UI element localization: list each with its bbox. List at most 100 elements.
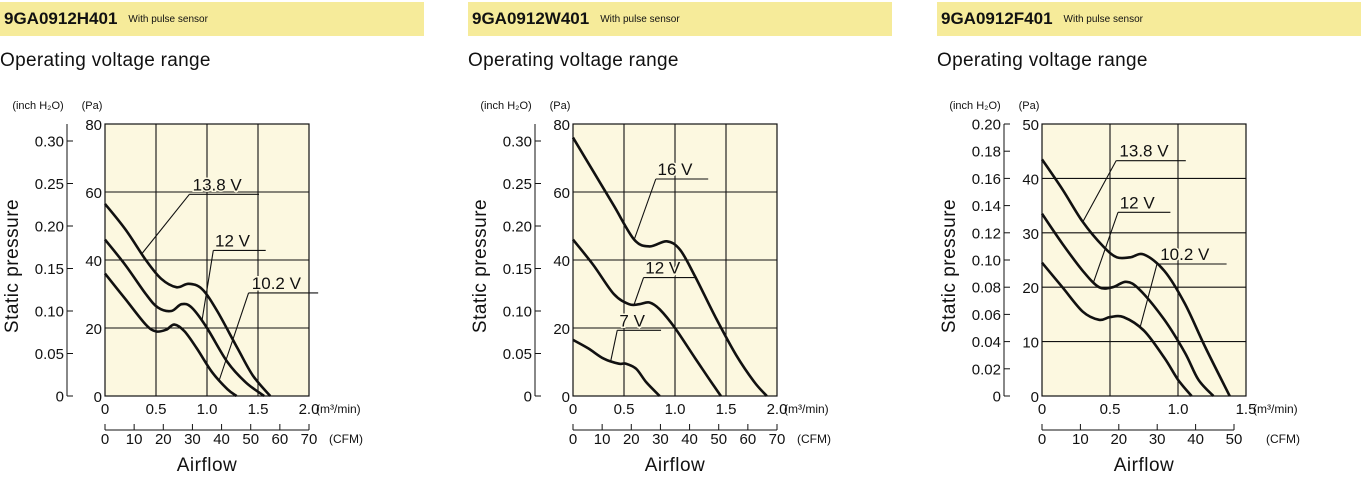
series-curve	[571, 238, 722, 397]
y-tick-label-inch: 0.05	[503, 346, 532, 363]
x-axis-title: Airflow	[177, 455, 238, 476]
y-tick-label-pa: 20	[85, 321, 102, 338]
y-unit-inch: (inch H₂O)	[12, 100, 63, 112]
cfm-tick-label: 10	[1072, 431, 1089, 448]
y-tick-label-inch: 0.04	[972, 334, 1001, 351]
pq-chart: 0 20 40 60 80 0 0.05 0.10 0.15 0.20 0.25 0.30 (inch …	[2, 100, 363, 476]
x-tick-label: 1.0	[665, 401, 686, 418]
y-tick-label-inch: 0.18	[972, 144, 1001, 161]
y-tick-label-pa: 40	[553, 253, 570, 270]
y-tick-label-pa: 20	[553, 321, 570, 338]
x-unit-m3: (m³/min)	[784, 402, 829, 416]
series-curve	[572, 338, 661, 397]
series-label: 7 V	[619, 311, 645, 330]
model-note: With pulse sensor	[128, 13, 208, 25]
y-unit-inch: (inch H₂O)	[949, 100, 1000, 112]
x-tick-label: 1.5	[248, 401, 269, 418]
y-unit-inch: (inch H₂O)	[480, 100, 531, 112]
y-tick-label-inch: 0.08	[972, 280, 1001, 297]
y-tick-label-inch: 0.10	[35, 304, 64, 321]
series-leader-line	[201, 250, 214, 322]
cfm-tick-label: 50	[710, 431, 727, 448]
y-tick-label-pa: 40	[85, 253, 102, 270]
y-tick-label-inch: 0.20	[35, 219, 64, 236]
cfm-tick-label: 30	[652, 431, 669, 448]
x-unit-m3: (m³/min)	[316, 402, 361, 416]
model-note: With pulse sensor	[600, 13, 680, 25]
x-tick-label: 1.5	[716, 401, 737, 418]
plot-area	[1042, 124, 1246, 396]
cfm-tick-label: 70	[301, 431, 318, 448]
y-tick-label-pa: 20	[1022, 280, 1039, 297]
cfm-tick-label: 30	[1149, 431, 1166, 448]
model-note: With pulse sensor	[1063, 13, 1144, 25]
plot-frame	[572, 123, 778, 397]
model-header: 9GA0912W401 With pulse sensor	[468, 2, 892, 36]
series-label: 12 V	[1120, 193, 1156, 212]
y-tick-label-inch: 0.15	[35, 261, 64, 278]
chart-subtitle: Operating voltage range	[0, 50, 211, 71]
y-tick-label-inch: 0.15	[503, 261, 532, 278]
cfm-tick-label: 50	[1226, 431, 1243, 448]
y-axis-title: Static pressure	[2, 199, 23, 333]
cfm-tick-label: 0	[1038, 431, 1046, 448]
series-leader-line	[610, 330, 618, 362]
y-tick-label-inch: 0	[56, 389, 64, 406]
y-tick-label-inch: 0.25	[35, 176, 64, 193]
x-tick-label: 0	[101, 401, 109, 418]
y-tick-label-inch: 0.20	[972, 117, 1001, 134]
y-tick-label-pa: 80	[85, 117, 102, 134]
cfm-tick-label: 50	[242, 431, 259, 448]
y-unit-pa: (Pa)	[550, 100, 571, 112]
cfm-tick-label: 0	[101, 431, 109, 448]
x-tick-label: 0	[1038, 401, 1046, 418]
y-tick-label-inch: 0.10	[972, 253, 1001, 270]
series-leader-line	[633, 277, 645, 305]
y-tick-label-inch: 0.25	[503, 176, 532, 193]
y-tick-label-pa: 40	[1022, 171, 1039, 188]
cfm-tick-label: 20	[155, 431, 172, 448]
x-tick-label: 0.5	[614, 401, 635, 418]
model-name: 9GA0912F401	[941, 9, 1053, 28]
cfm-tick-label: 40	[681, 431, 698, 448]
x-tick-label: 1.0	[1168, 401, 1189, 418]
pq-chart: 0 10 20 30 40 50 0 0.02 0.04 0.06 0.08 0.10 0.12 0.14…	[939, 100, 1300, 476]
y-axis-title: Static pressure	[470, 199, 491, 333]
x-unit-m3: (m³/min)	[1253, 402, 1298, 416]
cfm-tick-label: 30	[184, 431, 201, 448]
series-label: 13.8 V	[1119, 142, 1169, 161]
x-tick-label: 1.5	[1236, 401, 1257, 418]
cfm-tick-label: 40	[213, 431, 230, 448]
y-tick-label-pa: 60	[553, 185, 570, 202]
chart-subtitle: Operating voltage range	[937, 50, 1148, 71]
cfm-tick-label: 60	[740, 431, 757, 448]
y-unit-pa: (Pa)	[82, 100, 103, 112]
y-tick-label-inch: 0	[993, 389, 1001, 406]
series-leader-line	[218, 292, 250, 381]
x-tick-label: 0.5	[146, 401, 167, 418]
plot-frame	[1041, 123, 1247, 397]
chart-panel-f401: 9GA0912F401 With pulse sensor Operating …	[937, 0, 1362, 479]
series-leader-line	[1139, 263, 1158, 329]
y-tick-label-pa: 10	[1022, 335, 1039, 352]
series-curve	[103, 238, 265, 398]
y-tick-label-inch: 0.30	[503, 134, 532, 151]
y-tick-label-inch: 0.12	[972, 225, 1001, 242]
model-header: 9GA0912F401 With pulse sensor	[937, 2, 1361, 36]
chart-panel-h401: 9GA0912H401 With pulse sensor Operating …	[0, 0, 440, 479]
series-curve	[1040, 158, 1231, 397]
y-tick-label-pa: 80	[553, 117, 570, 134]
model-header: 9GA0912H401 With pulse sensor	[0, 2, 424, 36]
y-tick-label-inch: 0.30	[35, 134, 64, 151]
x-tick-label: 2.0	[767, 401, 788, 418]
cfm-tick-label: 10	[594, 431, 611, 448]
y-tick-label-inch: 0.20	[503, 219, 532, 236]
y-tick-label-pa: 0	[1031, 389, 1039, 406]
cfm-tick-label: 40	[1187, 431, 1204, 448]
model-name: 9GA0912H401	[4, 9, 118, 28]
series-curve	[571, 136, 768, 397]
cfm-tick-label: 60	[272, 431, 289, 448]
y-tick-label-pa: 0	[562, 389, 570, 406]
x-axis-title: Airflow	[645, 455, 706, 476]
y-tick-label-pa: 60	[85, 185, 102, 202]
